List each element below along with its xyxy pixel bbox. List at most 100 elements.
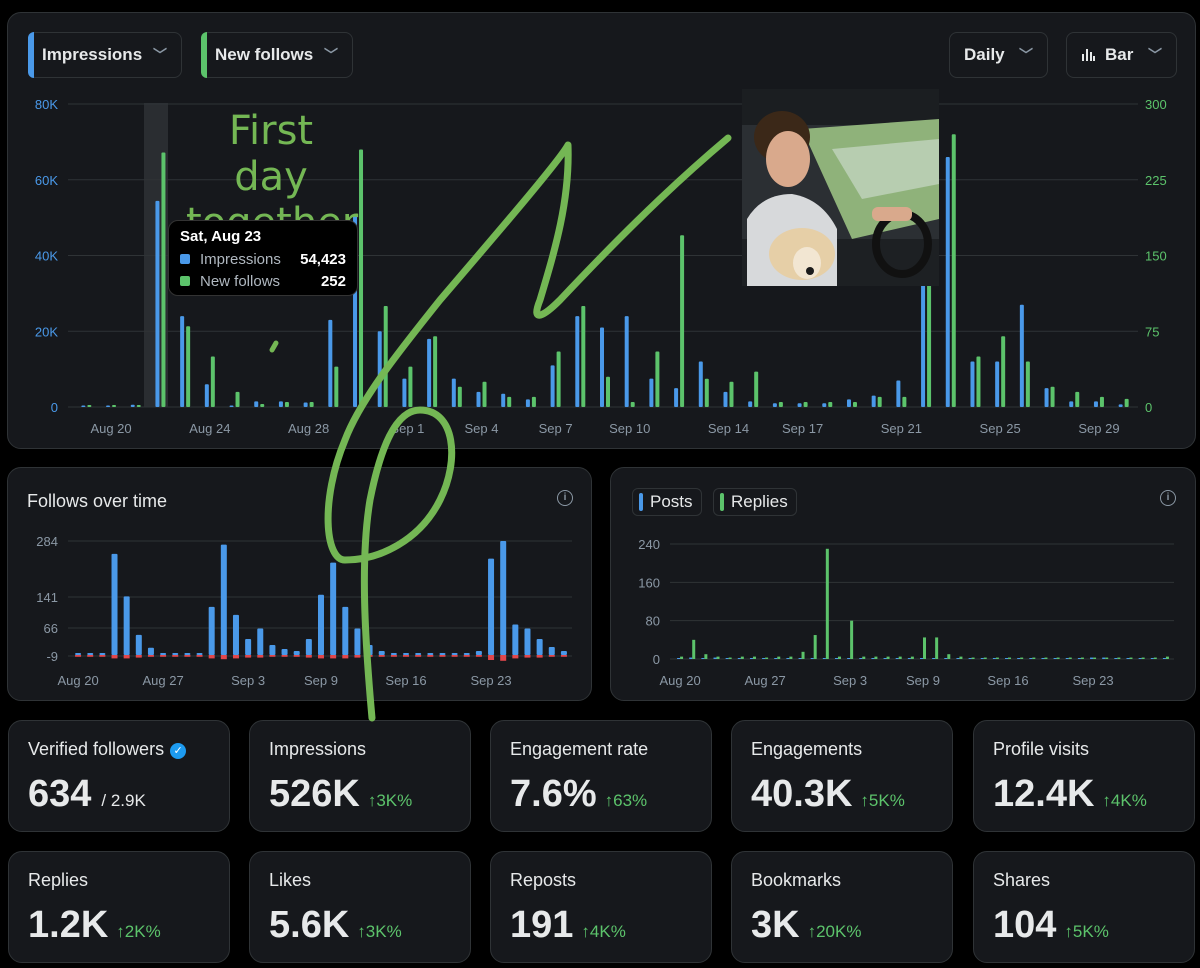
replies-bar [716, 656, 720, 659]
replies-bar [704, 654, 708, 659]
chart-tooltip: Sat, Aug 23 Impressions 54,423 New follo… [168, 220, 358, 296]
follows-bar [135, 634, 142, 655]
stat-label: Profile visits [993, 739, 1090, 759]
follows-bar [160, 652, 167, 655]
metric-a-dropdown[interactable]: Impressions ﹀ [28, 32, 182, 78]
impressions-bar [130, 404, 135, 407]
posts-bar [883, 658, 887, 659]
replies-bar [1020, 657, 1024, 659]
unfollows-bar [87, 655, 94, 657]
impressions-swatch [180, 254, 190, 264]
new-follows-bar [581, 306, 586, 407]
impressions-bar [1118, 404, 1123, 407]
unfollows-bar [245, 655, 252, 658]
y-tick-label: 66 [44, 621, 58, 636]
follows-bar [439, 653, 446, 655]
unfollows-bar [390, 655, 397, 657]
posts-bar [1126, 658, 1130, 659]
replies-bar [801, 651, 805, 659]
x-axis-label: Sep 9 [304, 673, 338, 688]
follows-bar [147, 647, 154, 655]
left-tick-label: 0 [51, 400, 58, 415]
posts-bar [1077, 658, 1081, 659]
unfollows-bar [415, 655, 422, 657]
posts-bar [1017, 658, 1021, 659]
replies-bar [947, 654, 951, 659]
unfollows-bar [439, 655, 446, 657]
replies-bar [1129, 657, 1133, 659]
posts-bar [1090, 657, 1094, 659]
y-tick-label: 240 [638, 537, 660, 552]
replies-bar [1117, 657, 1121, 659]
follows-bar [232, 614, 239, 655]
posts-bar [920, 658, 923, 659]
impressions-bar [204, 384, 209, 407]
posts-bar [749, 658, 753, 659]
unfollows-bar [281, 655, 288, 657]
stat-card-engagements: Engagements 40.3K ↑5K% [731, 720, 953, 832]
tooltip-label: New follows [200, 272, 281, 290]
posts-bar [847, 658, 851, 659]
impressions-bar [649, 378, 654, 407]
chevron-down-icon: ﹀ [1148, 47, 1162, 63]
posts-bar [1114, 658, 1118, 659]
y-tick-label: -9 [46, 649, 58, 664]
stat-change: ↑3K% [367, 791, 413, 810]
posts-bar [1029, 658, 1033, 659]
follows-bar [318, 594, 324, 655]
replies-bar [959, 656, 963, 659]
x-axis-label: Sep 14 [708, 421, 749, 436]
new-follows-bar [1025, 361, 1030, 407]
stat-label: Impressions [269, 739, 367, 759]
impressions-bar [476, 391, 481, 407]
new-follows-bar [1124, 398, 1129, 407]
unfollows-bar [147, 655, 154, 657]
x-axis-label: Aug 28 [288, 421, 329, 436]
replies-bar [777, 656, 781, 659]
replies-bar [1080, 657, 1084, 659]
bar-chart-icon [1081, 47, 1095, 64]
follows-bar [257, 628, 264, 655]
posts-bar [725, 658, 729, 659]
y-tick-label: 284 [36, 534, 58, 549]
impressions-bar [303, 402, 308, 407]
x-axis-label: Aug 24 [189, 421, 230, 436]
new-follows-bar [482, 381, 487, 407]
unfollows-bar [354, 655, 361, 658]
interval-dropdown[interactable]: Daily ﹀ [949, 32, 1048, 78]
tooltip-value: 54,423 [300, 250, 346, 268]
posts-bar [677, 658, 681, 659]
interval-label: Daily [964, 45, 1005, 64]
legend-replies-label: Replies [731, 492, 788, 511]
stat-value: 1.2K [28, 904, 109, 946]
new-follows-bar [803, 401, 808, 407]
chart-kind-dropdown[interactable]: Bar ﹀ [1066, 32, 1177, 78]
unfollows-bar [342, 655, 349, 659]
impressions-bar [328, 319, 333, 407]
x-axis-label: Sep 16 [987, 673, 1028, 688]
metric-b-dropdown[interactable]: New follows ﹀ [201, 32, 353, 78]
posts-bar [1065, 658, 1069, 659]
info-icon[interactable]: i [1160, 490, 1176, 506]
new-follows-bar [457, 386, 462, 407]
x-axis-label: Aug 20 [90, 421, 131, 436]
new-follows-bar [408, 366, 413, 407]
stat-card-replies: Replies 1.2K ↑2K% [8, 851, 230, 963]
replies-bar [1093, 657, 1097, 659]
stat-value: 12.4K [993, 773, 1095, 815]
new-follows-bar [507, 396, 512, 407]
follows-bar [390, 652, 397, 655]
unfollows-bar [500, 655, 507, 661]
impressions-bar [1019, 304, 1024, 407]
new-follows-bar [260, 403, 265, 407]
unfollows-bar [257, 655, 264, 658]
posts-bar [713, 657, 717, 659]
follows-bar [75, 653, 82, 655]
follows-bar [366, 644, 373, 655]
impressions-bar [624, 316, 629, 407]
unfollows-bar [560, 655, 567, 657]
follows-bar [99, 653, 106, 655]
new-follows-bar [359, 149, 364, 407]
new-follows-bar [186, 326, 191, 407]
posts-bar [871, 658, 875, 659]
